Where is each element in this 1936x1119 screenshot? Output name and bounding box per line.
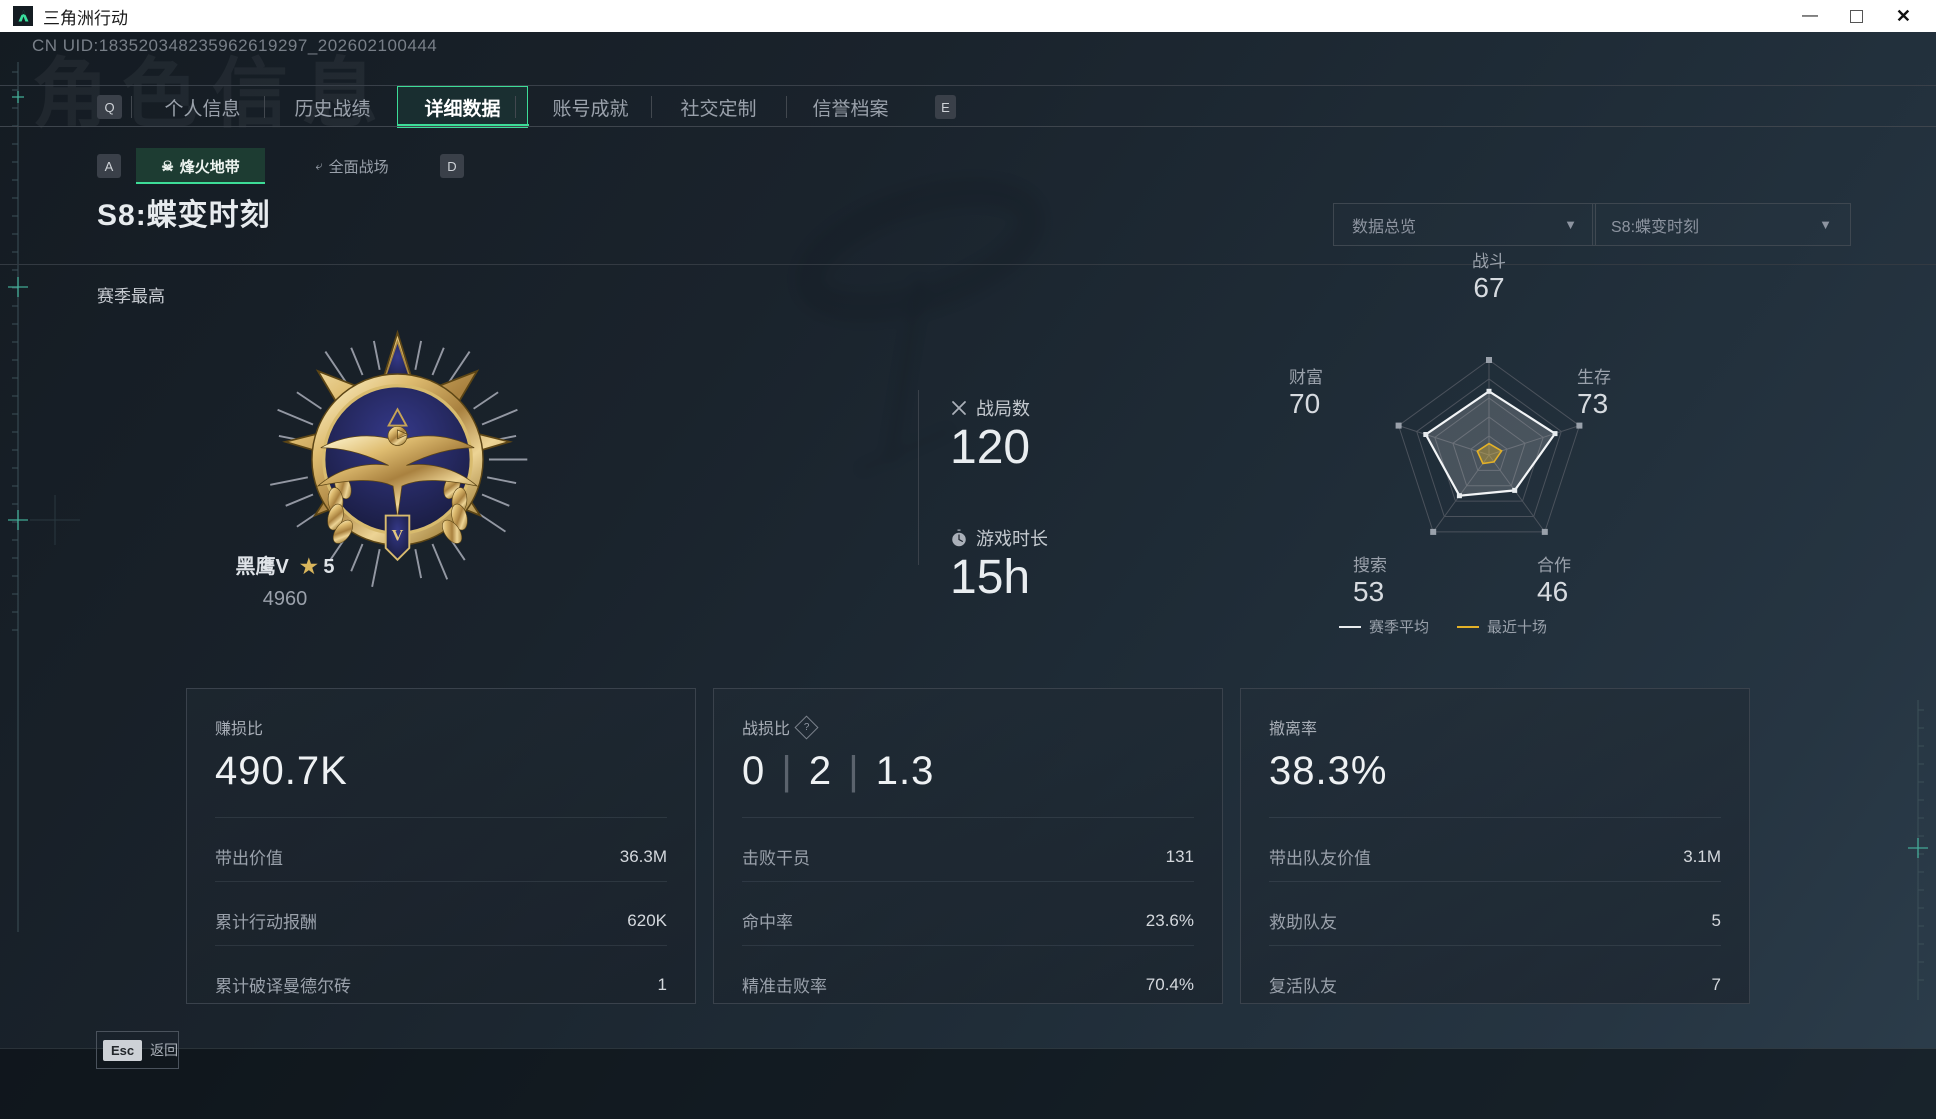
svg-text:V: V <box>392 527 404 545</box>
